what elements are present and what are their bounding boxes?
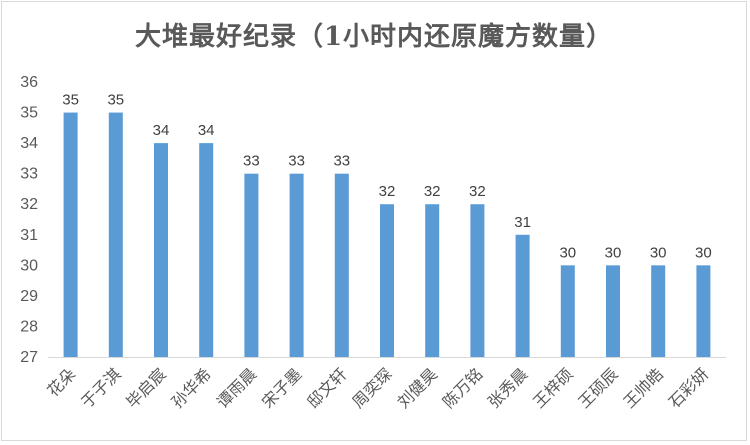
data-label: 32 (424, 183, 441, 200)
data-label: 34 (153, 122, 170, 139)
bar (425, 204, 440, 357)
x-tick-label: 周奕琛 (348, 364, 395, 411)
y-tick-label: 29 (20, 288, 38, 305)
bar (289, 173, 304, 357)
x-tick-label: 花朵 (43, 364, 79, 400)
data-label: 33 (243, 153, 260, 170)
bar (606, 265, 620, 357)
data-label: 30 (650, 244, 667, 261)
bar (696, 265, 711, 357)
data-label: 30 (559, 244, 576, 261)
x-tick-label: 王硕辰 (574, 364, 621, 411)
bar (470, 204, 485, 357)
data-label: 32 (379, 183, 396, 200)
bar (515, 234, 530, 357)
x-tick-label: 邸文轩 (303, 364, 350, 411)
x-tick-label: 孙华希 (168, 364, 215, 411)
x-tick-label: 王梓硕 (529, 364, 576, 411)
x-tick-label: 石彩妍 (665, 364, 712, 411)
bar (63, 112, 78, 357)
y-tick-label: 35 (20, 105, 38, 122)
y-tick-label: 31 (20, 227, 38, 244)
data-label: 33 (333, 153, 350, 170)
y-tick-label: 34 (20, 135, 38, 152)
data-label: 31 (514, 214, 531, 231)
chart-title: 大堆最好纪录（1小时内还原魔方数量） (134, 22, 614, 52)
data-label: 30 (695, 244, 712, 261)
data-label: 35 (62, 92, 79, 109)
x-tick-label: 张秀晨 (484, 364, 531, 411)
bar (244, 173, 259, 357)
bar (199, 143, 214, 357)
y-tick-label: 33 (20, 166, 38, 183)
x-tick-label: 谭雨晨 (213, 364, 260, 411)
data-label: 34 (198, 122, 215, 139)
data-label: 30 (605, 244, 622, 261)
x-tick-label: 于子淇 (77, 364, 124, 411)
y-tick-label: 32 (20, 196, 38, 213)
y-tick-label: 27 (20, 349, 38, 366)
x-tick-label: 王帅皓 (620, 364, 667, 411)
bar (380, 204, 394, 357)
bar (651, 265, 666, 357)
bar (108, 112, 123, 357)
y-tick-label: 36 (20, 74, 38, 91)
data-label: 35 (107, 92, 124, 109)
y-tick-label: 28 (20, 318, 38, 335)
y-tick-label: 30 (20, 257, 38, 274)
x-tick-label: 刘健昊 (394, 364, 441, 411)
data-label: 32 (469, 183, 486, 200)
x-tick-label: 陈万铭 (439, 364, 486, 411)
x-tick-label: 毕启宸 (122, 364, 169, 411)
bar (154, 143, 168, 357)
bar (334, 173, 349, 357)
x-tick-label: 宋子墨 (258, 364, 305, 411)
data-label: 33 (288, 153, 305, 170)
bar (560, 265, 575, 357)
